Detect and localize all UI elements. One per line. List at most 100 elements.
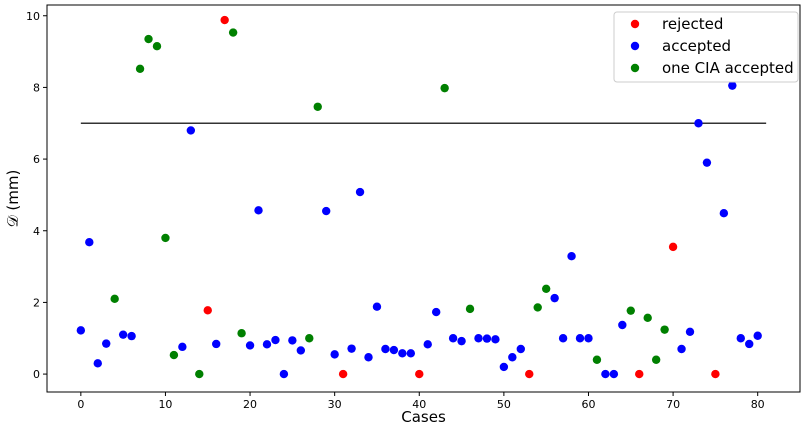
data-point: [372, 302, 382, 311]
data-point: [178, 342, 187, 352]
data-point: [228, 28, 238, 37]
data-point: [499, 362, 509, 372]
data-point: [296, 346, 306, 355]
data-point: [364, 353, 373, 362]
data-point: [195, 369, 204, 379]
data-point: [550, 293, 559, 303]
x-tick-label: 20: [243, 398, 257, 411]
data-point: [93, 359, 102, 368]
data-point: [398, 349, 407, 358]
x-tick-label: 10: [158, 398, 172, 411]
data-points: [76, 15, 762, 379]
data-point: [719, 208, 729, 218]
data-point: [584, 334, 593, 343]
data-point: [186, 126, 196, 135]
data-point: [457, 336, 466, 346]
data-point: [474, 334, 483, 343]
data-point: [76, 326, 86, 335]
data-point: [635, 369, 644, 379]
plot-frame: [46, 4, 801, 393]
data-point: [660, 325, 669, 334]
data-point: [440, 83, 449, 93]
y-tick-label: 6: [33, 153, 40, 166]
legend-marker: [630, 63, 640, 73]
legend: rejected accepted one CIA accepted: [613, 11, 799, 83]
data-point: [389, 345, 399, 355]
data-point: [423, 340, 432, 349]
data-point: [271, 335, 280, 345]
data-point: [305, 334, 314, 343]
data-point: [736, 334, 745, 343]
data-point: [668, 242, 678, 252]
data-point: [152, 42, 162, 51]
data-point: [313, 102, 322, 111]
x-tick-label: 40: [412, 398, 426, 411]
data-point: [694, 119, 703, 128]
data-point: [609, 369, 619, 379]
data-point: [406, 349, 416, 358]
data-point: [118, 330, 128, 339]
x-axis: 0 10 20 30 40 50 60 70 80: [77, 392, 765, 411]
data-point: [575, 334, 585, 343]
data-point: [558, 334, 568, 343]
y-axis-title: 𝒟 (mm): [4, 170, 22, 228]
y-axis: 0 2 4 6 8 10: [26, 10, 47, 381]
x-tick-label: 0: [77, 398, 84, 411]
data-point: [482, 334, 492, 343]
y-tick-label: 10: [26, 10, 40, 23]
data-point: [135, 64, 145, 73]
data-point: [702, 158, 712, 167]
data-point: [728, 81, 737, 90]
data-point: [592, 355, 602, 364]
data-point: [127, 331, 136, 341]
data-point: [110, 294, 119, 304]
data-point: [245, 341, 255, 350]
data-point: [220, 15, 229, 25]
data-point: [567, 251, 576, 261]
data-point: [262, 340, 272, 349]
data-point: [601, 369, 610, 379]
data-point: [161, 233, 170, 243]
data-point: [85, 238, 94, 247]
data-point: [491, 335, 500, 344]
data-point: [533, 303, 542, 312]
data-point: [237, 329, 246, 338]
data-point: [448, 334, 458, 343]
data-point: [330, 350, 339, 359]
data-point: [144, 34, 153, 44]
legend-label: one CIA accepted: [662, 59, 794, 77]
legend-label: accepted: [662, 37, 731, 55]
data-point: [169, 350, 179, 360]
data-point: [753, 331, 762, 340]
data-point: [203, 306, 212, 315]
data-point: [643, 313, 652, 323]
x-tick-label: 30: [328, 398, 342, 411]
y-tick-label: 8: [33, 81, 40, 94]
x-tick-label: 70: [666, 398, 680, 411]
data-point: [626, 306, 635, 315]
data-point: [102, 339, 111, 348]
data-point: [347, 344, 356, 353]
x-tick-label: 50: [497, 398, 511, 411]
data-point: [288, 336, 297, 345]
data-point: [651, 355, 661, 364]
data-point: [355, 187, 365, 197]
data-point: [212, 339, 221, 349]
legend-label: rejected: [662, 15, 723, 33]
x-tick-label: 60: [581, 398, 595, 411]
legend-marker: [630, 19, 640, 29]
data-point: [685, 327, 695, 336]
data-point: [516, 344, 525, 354]
data-point: [415, 369, 424, 379]
data-point: [525, 369, 534, 379]
data-point: [711, 369, 720, 379]
data-point: [279, 369, 289, 379]
data-point: [541, 284, 551, 293]
data-point: [465, 304, 475, 314]
legend-marker: [630, 41, 640, 51]
y-tick-label: 2: [33, 296, 40, 309]
data-point: [254, 206, 263, 215]
y-tick-label: 4: [33, 225, 40, 238]
data-point: [338, 369, 348, 379]
